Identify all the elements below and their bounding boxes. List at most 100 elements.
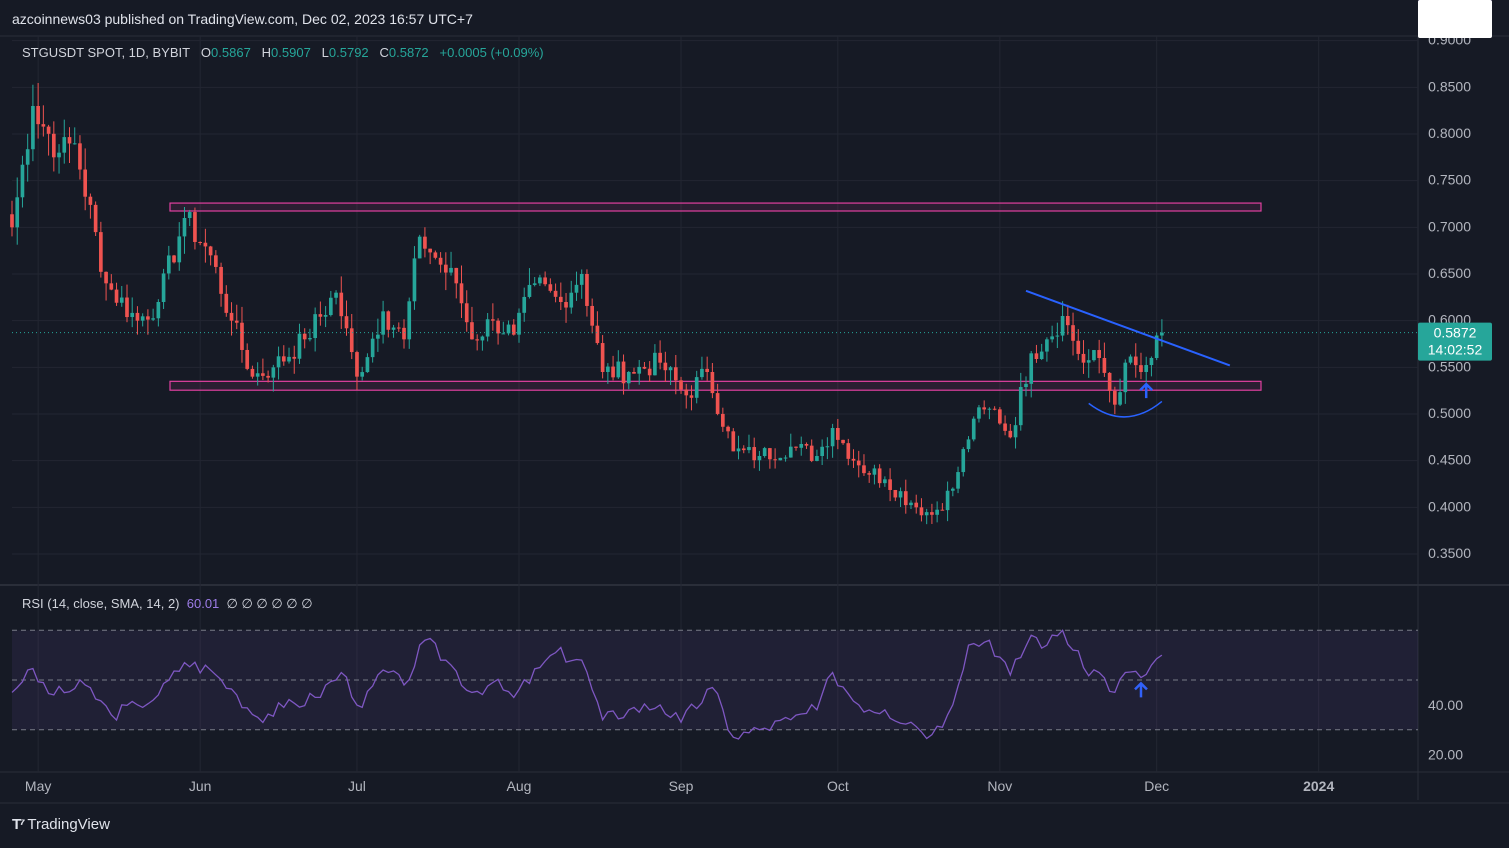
candle-body[interactable]	[1060, 316, 1065, 336]
rsi-up-arrow-icon[interactable]	[1134, 681, 1148, 698]
candle-body[interactable]	[109, 283, 114, 290]
candle-body[interactable]	[532, 283, 537, 285]
candle-body[interactable]	[391, 327, 396, 330]
candle-body[interactable]	[475, 339, 480, 341]
candle-body[interactable]	[747, 447, 751, 451]
candle-body[interactable]	[804, 443, 809, 446]
candle-body[interactable]	[663, 362, 668, 371]
candle-body[interactable]	[20, 164, 25, 198]
candle-body[interactable]	[741, 448, 746, 451]
resistance-zone[interactable]	[169, 202, 1262, 212]
candle-body[interactable]	[360, 372, 365, 377]
candle-body[interactable]	[626, 372, 631, 384]
candle-body[interactable]	[715, 393, 720, 414]
candle-body[interactable]	[877, 468, 882, 484]
candle-body[interactable]	[10, 214, 14, 228]
candle-body[interactable]	[496, 320, 500, 334]
candle-body[interactable]	[762, 448, 767, 456]
candle-body[interactable]	[705, 368, 709, 372]
candle-body[interactable]	[203, 242, 208, 247]
candle-body[interactable]	[721, 413, 725, 427]
candle-body[interactable]	[867, 473, 872, 475]
candle-body[interactable]	[977, 407, 981, 419]
candle-body[interactable]	[987, 408, 992, 410]
candle-body[interactable]	[485, 319, 490, 337]
candle-body[interactable]	[1139, 365, 1143, 372]
candle-body[interactable]	[527, 284, 532, 297]
candle-body[interactable]	[1008, 430, 1013, 438]
candle-body[interactable]	[491, 319, 495, 321]
candle-body[interactable]	[773, 459, 777, 461]
candle-body[interactable]	[438, 257, 443, 265]
candle-body[interactable]	[851, 458, 856, 461]
candle-body[interactable]	[99, 232, 103, 272]
candle-body[interactable]	[846, 443, 851, 459]
candle-body[interactable]	[151, 318, 155, 320]
candle-body[interactable]	[234, 320, 239, 323]
candle-body[interactable]	[998, 409, 1002, 424]
candle-body[interactable]	[1113, 390, 1117, 405]
candle-body[interactable]	[1018, 387, 1023, 426]
candle-body[interactable]	[736, 448, 741, 452]
support-zone[interactable]	[169, 380, 1262, 391]
candle-body[interactable]	[825, 446, 830, 448]
candle-body[interactable]	[454, 267, 459, 284]
candle-body[interactable]	[229, 312, 234, 321]
candle-body[interactable]	[370, 338, 375, 358]
candle-body[interactable]	[1055, 335, 1060, 337]
candle-body[interactable]	[381, 311, 385, 335]
candle-body[interactable]	[914, 502, 919, 508]
candle-body[interactable]	[329, 297, 333, 316]
candle-body[interactable]	[1013, 425, 1018, 438]
candle-body[interactable]	[872, 468, 877, 475]
candle-body[interactable]	[788, 446, 793, 458]
candle-body[interactable]	[433, 252, 438, 258]
candle-body[interactable]	[783, 457, 788, 459]
candle-body[interactable]	[752, 447, 757, 461]
candle-body[interactable]	[480, 336, 485, 341]
candle-body[interactable]	[647, 368, 652, 376]
candle-body[interactable]	[287, 356, 291, 362]
candle-body[interactable]	[1076, 340, 1081, 354]
candle-body[interactable]	[240, 322, 244, 350]
candle-body[interactable]	[553, 290, 558, 297]
candle-body[interactable]	[407, 301, 412, 340]
candle-body[interactable]	[31, 106, 35, 150]
candle-body[interactable]	[114, 289, 119, 303]
candle-body[interactable]	[673, 367, 678, 381]
rsi-sma-badge[interactable]: 55.9545.70	[1418, 0, 1492, 38]
candle-body[interactable]	[522, 296, 527, 313]
candle-body[interactable]	[935, 509, 939, 515]
candle-body[interactable]	[135, 312, 140, 321]
candle-body[interactable]	[72, 143, 77, 145]
candle-body[interactable]	[564, 302, 568, 308]
candle-body[interactable]	[46, 126, 51, 134]
candle-body[interactable]	[642, 366, 647, 369]
candle-body[interactable]	[187, 212, 192, 218]
candle-body[interactable]	[1097, 350, 1101, 358]
candle-body[interactable]	[297, 333, 302, 359]
candle-body[interactable]	[600, 343, 605, 372]
candle-body[interactable]	[971, 418, 976, 440]
candle-body[interactable]	[1024, 383, 1028, 388]
candle-body[interactable]	[276, 356, 281, 368]
candle-body[interactable]	[992, 408, 997, 410]
candle-body[interactable]	[1160, 332, 1164, 336]
candle-body[interactable]	[402, 327, 406, 340]
candle-body[interactable]	[679, 380, 683, 390]
candle-body[interactable]	[349, 328, 354, 353]
candle-body[interactable]	[470, 322, 474, 340]
rsi-label[interactable]: RSI (14, close, SMA, 14, 2)	[22, 596, 180, 611]
candle-body[interactable]	[344, 316, 349, 329]
candle-body[interactable]	[318, 314, 323, 317]
candle-body[interactable]	[548, 284, 553, 291]
candle-body[interactable]	[768, 448, 772, 460]
candle-body[interactable]	[172, 255, 176, 263]
candle-body[interactable]	[250, 368, 255, 377]
candle-body[interactable]	[684, 389, 689, 396]
candle-body[interactable]	[862, 465, 866, 474]
candle-body[interactable]	[214, 255, 218, 267]
candle-body[interactable]	[778, 457, 783, 461]
candle-body[interactable]	[883, 479, 887, 484]
